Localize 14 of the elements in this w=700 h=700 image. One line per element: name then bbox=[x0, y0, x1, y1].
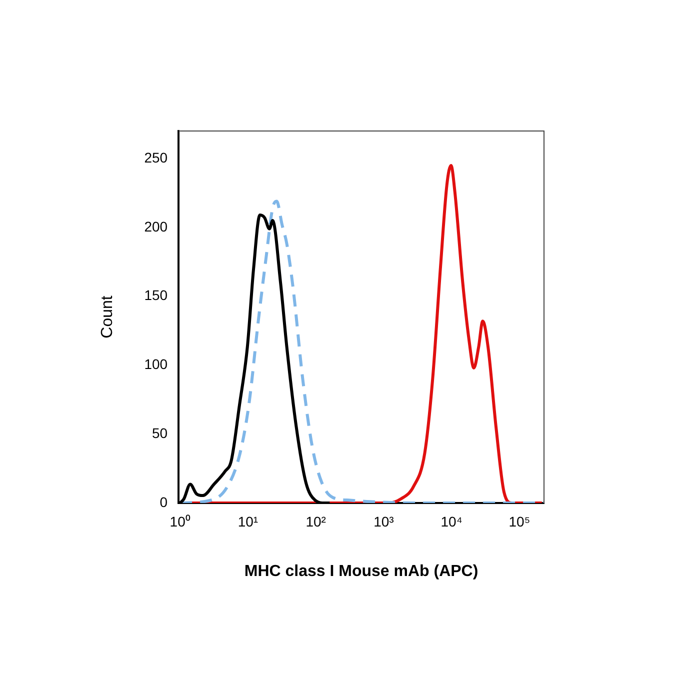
y-axis-title: Count bbox=[99, 295, 116, 338]
y-tick-label: 150 bbox=[144, 287, 168, 304]
y-tick-label: 100 bbox=[144, 356, 168, 372]
y-tick-label: 0 bbox=[160, 494, 168, 510]
x-tick-label: 10⁵ bbox=[508, 513, 530, 530]
x-tick-label: 10² bbox=[306, 513, 326, 530]
y-tick-label: 50 bbox=[152, 424, 168, 441]
y-tick-label: 250 bbox=[144, 149, 168, 166]
x-tick-label: 10¹ bbox=[238, 513, 258, 530]
x-axis-title: MHC class I Mouse mAb (APC) bbox=[244, 562, 478, 580]
x-tick-label: 10⁴ bbox=[440, 513, 462, 530]
y-tick-label: 200 bbox=[144, 218, 168, 234]
x-tick-label: 10³ bbox=[374, 513, 394, 530]
x-tick-label: 10⁰ bbox=[170, 513, 190, 530]
